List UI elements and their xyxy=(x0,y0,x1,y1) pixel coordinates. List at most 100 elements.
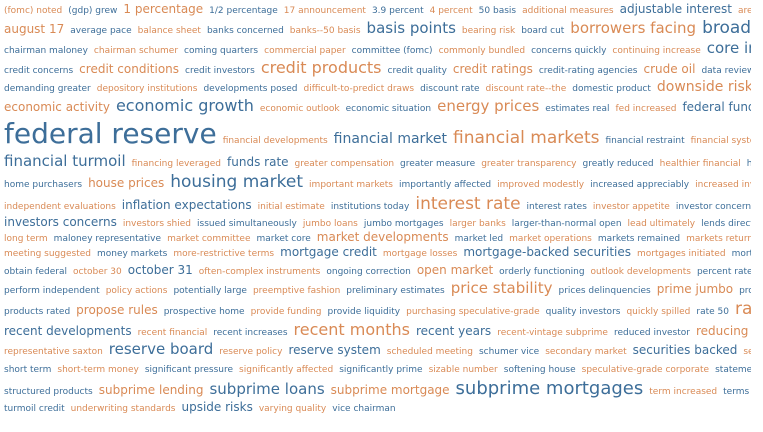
cloud-term[interactable]: interest rates xyxy=(526,202,587,212)
cloud-term[interactable]: more-restrictive terms xyxy=(173,249,275,259)
cloud-term[interactable]: quality investors xyxy=(545,307,621,317)
cloud-term[interactable]: adjustable interest xyxy=(619,2,732,16)
cloud-term[interactable]: underwriting standards xyxy=(70,404,176,414)
cloud-term[interactable]: securities backed xyxy=(632,343,738,357)
cloud-term[interactable]: prime jumbo xyxy=(656,282,734,296)
cloud-term[interactable]: reserve system xyxy=(288,343,381,357)
cloud-term[interactable]: significant pressure xyxy=(144,365,234,375)
cloud-term[interactable]: initial estimate xyxy=(257,202,325,212)
cloud-term[interactable]: data reviewed xyxy=(701,66,751,76)
cloud-term[interactable]: domestic product xyxy=(572,84,651,94)
cloud-term[interactable]: 3.9 percent xyxy=(371,6,424,16)
cloud-term[interactable]: recent developments xyxy=(4,324,132,338)
cloud-term[interactable]: preliminary estimates xyxy=(346,286,445,296)
cloud-term[interactable]: discount rate--the xyxy=(485,84,567,94)
cloud-term[interactable]: subprime lending xyxy=(98,383,204,397)
cloud-term[interactable]: price stability xyxy=(450,279,553,297)
cloud-term[interactable]: investors concerns xyxy=(4,215,117,229)
cloud-term[interactable]: structured products xyxy=(4,387,93,397)
cloud-term[interactable]: recent-vintage subprime xyxy=(497,328,608,338)
cloud-term[interactable]: balance sheet xyxy=(137,26,201,36)
cloud-term[interactable]: home purchasers xyxy=(4,180,83,190)
cloud-term[interactable]: scheduled meeting xyxy=(386,347,473,357)
cloud-term[interactable]: federal funds xyxy=(682,100,751,114)
cloud-term[interactable]: (fomc) noted xyxy=(4,6,63,16)
cloud-term[interactable]: increased investor xyxy=(695,180,751,190)
cloud-term[interactable]: mortgage credit xyxy=(280,245,377,259)
cloud-term[interactable]: depository institutions xyxy=(96,84,198,94)
cloud-term[interactable]: reserve board xyxy=(108,340,214,358)
cloud-term[interactable]: credit quality xyxy=(387,66,447,76)
cloud-term[interactable]: institutions today xyxy=(330,202,410,212)
cloud-term[interactable]: demanding greater xyxy=(4,84,91,94)
cloud-term[interactable]: greater measure xyxy=(400,159,476,169)
cloud-term[interactable]: greater transparency xyxy=(481,159,577,169)
cloud-term[interactable]: investor concerns xyxy=(675,202,751,212)
cloud-term[interactable]: continuing increase xyxy=(612,46,701,56)
cloud-term[interactable]: varying quality xyxy=(258,404,327,414)
cloud-term[interactable]: schumer vice xyxy=(478,347,540,357)
cloud-term[interactable]: importantly affected xyxy=(399,180,492,190)
cloud-term[interactable]: perform independent xyxy=(4,286,100,296)
cloud-term[interactable]: recent financial xyxy=(137,328,208,338)
cloud-term[interactable]: additional measures xyxy=(522,6,614,16)
cloud-term[interactable]: investor appetite xyxy=(592,202,670,212)
cloud-term[interactable]: 1 percentage xyxy=(123,2,204,16)
cloud-term[interactable]: credit-rating agencies xyxy=(538,66,638,76)
cloud-term[interactable]: turmoil credit xyxy=(4,404,65,414)
cloud-term[interactable]: open market xyxy=(416,263,494,277)
cloud-term[interactable]: downside risks xyxy=(656,79,751,95)
cloud-term[interactable]: market core xyxy=(256,234,311,244)
cloud-term[interactable]: bearing risk xyxy=(461,26,516,36)
cloud-term[interactable]: average pace xyxy=(70,26,132,36)
cloud-term[interactable]: statement issued xyxy=(715,365,751,375)
cloud-term[interactable]: commercial paper xyxy=(264,46,346,56)
cloud-term[interactable]: markets remained xyxy=(597,234,681,244)
cloud-term[interactable]: prospective home xyxy=(163,307,245,317)
cloud-term[interactable]: potentially large xyxy=(173,286,247,296)
cloud-term[interactable]: markets return xyxy=(686,234,751,244)
cloud-term[interactable]: basis points xyxy=(366,19,456,37)
cloud-term[interactable]: investors shied xyxy=(122,219,192,229)
cloud-term[interactable]: important markets xyxy=(309,180,393,190)
cloud-term[interactable]: difficult-to-predict draws xyxy=(303,84,415,94)
cloud-term[interactable]: purchasing speculative-grade xyxy=(406,307,540,317)
cloud-term[interactable]: greatly reduced xyxy=(582,159,654,169)
cloud-term[interactable]: provide funding xyxy=(250,307,322,317)
cloud-term[interactable]: long term xyxy=(4,234,48,244)
cloud-term[interactable]: often-complex instruments xyxy=(198,267,321,277)
cloud-term[interactable]: credit conditions xyxy=(79,62,180,76)
cloud-term[interactable]: reducing homeowners xyxy=(695,324,751,338)
cloud-term[interactable]: orderly functioning xyxy=(499,267,585,277)
cloud-term[interactable]: greater compensation xyxy=(294,159,395,169)
cloud-term[interactable]: fed increased xyxy=(615,104,677,114)
cloud-term[interactable]: borrowers facing xyxy=(570,19,697,37)
cloud-term[interactable]: short term xyxy=(4,365,52,375)
cloud-term[interactable]: 50 basis xyxy=(478,6,517,16)
cloud-term[interactable]: increased appreciably xyxy=(590,180,690,190)
cloud-term[interactable]: (gdp) grew xyxy=(68,6,118,16)
cloud-term[interactable]: rate reset xyxy=(735,299,751,319)
cloud-term[interactable]: october 31 xyxy=(127,263,193,277)
cloud-term[interactable]: chairman schumer xyxy=(93,46,179,56)
cloud-term[interactable]: banks concerned xyxy=(206,26,284,36)
cloud-term[interactable]: provide liquidity xyxy=(327,307,401,317)
cloud-term[interactable]: federal reserve xyxy=(4,117,217,150)
cloud-term[interactable]: board cut xyxy=(521,26,565,36)
cloud-term[interactable]: subprime loans xyxy=(209,380,325,398)
cloud-term[interactable]: developments posed xyxy=(203,84,298,94)
cloud-term[interactable]: credit products xyxy=(260,58,382,77)
cloud-term[interactable]: obtain federal xyxy=(4,267,67,277)
cloud-term[interactable]: healthier financial xyxy=(659,159,741,169)
cloud-term[interactable]: quickly spilled xyxy=(626,307,691,317)
cloud-term[interactable]: credit concerns xyxy=(4,66,74,76)
cloud-term[interactable]: september 18 xyxy=(743,347,751,357)
cloud-term[interactable]: sizable number xyxy=(428,365,498,375)
cloud-term[interactable]: prices delinquencies xyxy=(558,286,651,296)
cloud-term[interactable]: policy actions xyxy=(105,286,168,296)
cloud-term[interactable]: economic growth xyxy=(115,96,254,115)
cloud-term[interactable]: vice chairman xyxy=(332,404,396,414)
cloud-term[interactable]: economic activity xyxy=(4,100,110,114)
cloud-term[interactable]: 17 announcement xyxy=(283,6,366,16)
cloud-term[interactable]: outlook developments xyxy=(590,267,691,277)
